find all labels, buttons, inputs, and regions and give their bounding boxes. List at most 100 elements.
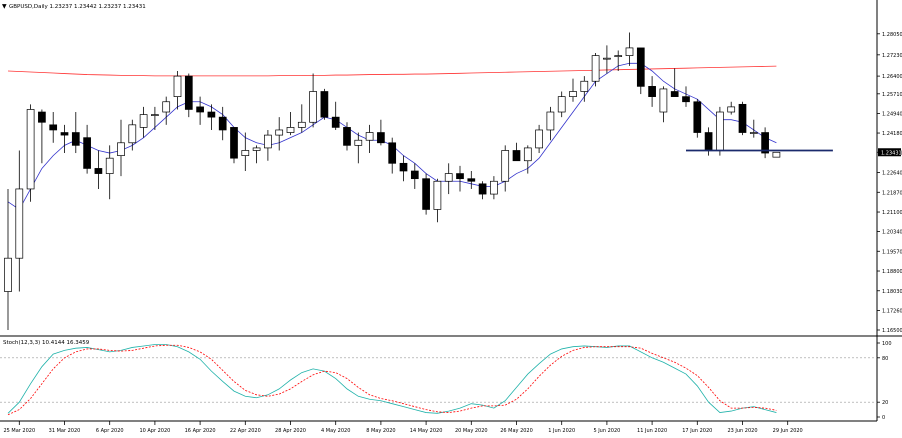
candle-body (184, 75, 193, 110)
candle (60, 124, 69, 154)
candle-body (727, 106, 736, 113)
ma-long-layer (7, 65, 777, 77)
candle (38, 109, 46, 164)
candle (625, 32, 634, 66)
candle-body (580, 80, 589, 92)
candle (490, 176, 498, 200)
time-axis: 25 Mar 2020 31 Mar 2020 6 Apr 2020 10 Apr 2… (3, 421, 803, 434)
time-tick-label: 22 Apr 2020 (230, 428, 261, 434)
candle-body (444, 173, 453, 182)
candle (422, 173, 430, 215)
candle-body (433, 180, 442, 210)
candle-body (603, 57, 611, 60)
stochastic-layer: 100 80 20 0 (0, 341, 892, 421)
candle-body (297, 121, 306, 128)
candle-body (331, 116, 340, 128)
candle (456, 165, 464, 192)
candle-body (772, 151, 781, 158)
last-price-label: 1.23431 (881, 150, 902, 156)
candle (636, 47, 645, 95)
candle-body (38, 111, 46, 123)
candle (207, 104, 216, 130)
candle (467, 171, 476, 189)
time-tick-label: 20 May 2020 (455, 428, 488, 434)
candle-body (241, 150, 250, 156)
candle-body (523, 147, 532, 162)
candle (614, 50, 623, 71)
candle (71, 112, 80, 154)
candle (297, 104, 306, 133)
candle (761, 127, 769, 159)
candle-body (478, 183, 487, 195)
candle-body (218, 116, 227, 131)
candle (749, 119, 758, 138)
candle (603, 45, 611, 74)
candle (670, 68, 679, 97)
candle-body (94, 168, 103, 174)
candle-body (117, 142, 125, 156)
stoch-main-line (7, 344, 777, 414)
candle-body (105, 157, 114, 174)
candle (580, 76, 589, 102)
time-tick-label: 29 Jun 2020 (773, 428, 803, 434)
candle (151, 106, 159, 130)
candle-body (761, 132, 769, 154)
candle-body (128, 124, 137, 144)
candle-body (648, 86, 656, 97)
candle (365, 124, 374, 154)
candle (117, 119, 125, 177)
candle (569, 78, 577, 102)
price-tick-label: 1.17260 (882, 309, 902, 315)
time-tick-label: 28 Apr 2020 (275, 428, 306, 434)
stoch-tick-label: 0 (882, 415, 885, 421)
candle (320, 88, 329, 120)
candle (478, 181, 487, 200)
candle-body (139, 114, 148, 128)
time-tick-label: 25 Mar 2020 (3, 428, 35, 434)
candle (399, 155, 408, 182)
candle-body (512, 150, 521, 162)
candle-body (151, 114, 159, 116)
candle-body (49, 124, 58, 131)
candle-body (546, 111, 555, 131)
candle-body (354, 139, 363, 146)
time-tick-label: 6 Apr 2020 (96, 428, 124, 434)
price-tick-label: 1.18030 (882, 289, 902, 295)
time-tick-label: 8 May 2020 (366, 428, 395, 434)
time-tick-label: 5 Jun 2020 (593, 428, 620, 434)
price-tick-label: 1.28050 (882, 32, 902, 38)
candle (546, 106, 555, 141)
candle-body (162, 101, 171, 113)
time-tick-label: 11 Jun 2020 (637, 428, 667, 434)
candle (716, 106, 724, 156)
time-tick-label: 26 May 2020 (500, 428, 533, 434)
candle-body (535, 129, 543, 149)
stoch-tick-label: 80 (882, 356, 888, 362)
candle (388, 137, 397, 174)
collapse-marker[interactable]: ▼ (2, 3, 7, 10)
candle-body (591, 55, 600, 82)
candle-body (252, 147, 261, 151)
candle (512, 142, 521, 162)
price-axis: 1.28050 1.27230 1.26400 1.25710 1.24940 1.241… (877, 32, 902, 334)
candle (410, 163, 419, 189)
time-tick-label: 16 Apr 2020 (185, 428, 216, 434)
candle-body (365, 132, 374, 141)
stoch-tick-label: 20 (882, 400, 888, 406)
candle-body (716, 111, 724, 151)
candle-body (399, 162, 408, 172)
candle-body (659, 88, 668, 113)
candle (264, 129, 272, 161)
ma-long-line (7, 65, 777, 77)
candle (682, 86, 690, 107)
candle (331, 101, 340, 130)
candle-body (173, 75, 182, 97)
candle-body (83, 137, 91, 169)
candle-body (422, 178, 430, 210)
candle-body (693, 101, 702, 133)
candle-body (309, 91, 317, 123)
time-tick-label: 14 May 2020 (410, 428, 443, 434)
price-tick-label: 1.21870 (882, 190, 902, 196)
candle (252, 145, 261, 164)
